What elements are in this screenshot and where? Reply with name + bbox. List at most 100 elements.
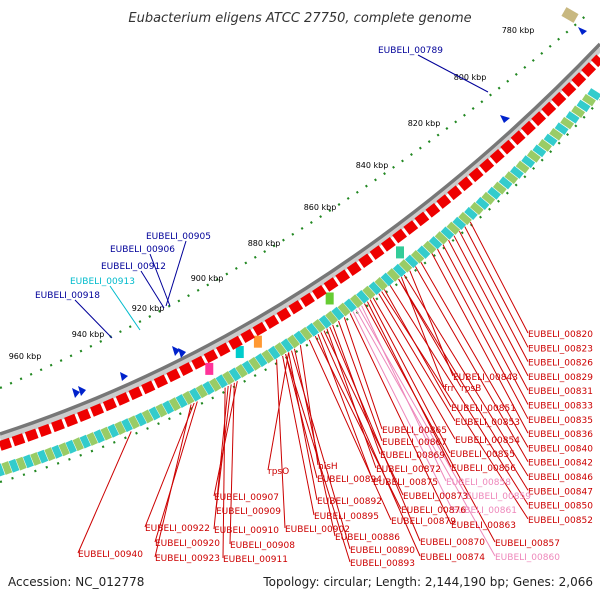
tick-label: 880 kbp xyxy=(248,239,281,248)
gene-label[interactable]: EUBELI_00890 xyxy=(350,546,415,556)
gene-label[interactable]: EUBELI_00856 xyxy=(451,464,516,474)
gene-label-line xyxy=(378,293,456,422)
gene-label-line xyxy=(448,239,529,391)
gene-label[interactable]: EUBELI_00850 xyxy=(528,502,593,512)
gene-label[interactable]: EUBELI_00905 xyxy=(146,232,211,242)
gene-label[interactable]: EUBELI_00789 xyxy=(378,46,443,56)
gene-label[interactable]: EUBELI_00847 xyxy=(528,487,593,497)
gene-label[interactable]: EUBELI_00861 xyxy=(452,506,517,516)
gene-label[interactable]: EUBELI_00836 xyxy=(528,430,593,440)
gene-label[interactable]: EUBELI_00820 xyxy=(528,330,593,340)
gene-label-line xyxy=(326,328,377,469)
gene-label[interactable]: EUBELI_00874 xyxy=(420,553,485,563)
cog-block xyxy=(532,144,547,158)
gene-label[interactable]: rpsO xyxy=(268,467,289,477)
gene-label[interactable]: EUBELI_00873 xyxy=(403,492,468,502)
gene-label[interactable]: EUBELI_00902 xyxy=(285,525,350,535)
gene-label[interactable]: EUBELI_00895 xyxy=(314,512,379,522)
gene-label[interactable]: EUBELI_00909 xyxy=(216,507,281,517)
cog-block xyxy=(422,240,437,255)
gene-label[interactable]: EUBELI_00858 xyxy=(446,478,511,488)
gene-label[interactable]: EUBELI_00869 xyxy=(380,451,445,461)
cog-block xyxy=(121,418,133,433)
gene-label[interactable]: hisH xyxy=(318,462,338,472)
gene-label[interactable]: EUBELI_00833 xyxy=(528,402,593,412)
gene-label[interactable]: rpsB xyxy=(461,384,481,394)
gene-label[interactable]: EUBELI_00913 xyxy=(70,277,135,287)
cog-block xyxy=(362,285,376,300)
gene-label[interactable]: EUBELI_00910 xyxy=(214,526,279,536)
gene-label-line xyxy=(372,297,456,440)
cog-block xyxy=(446,221,461,235)
cog-block xyxy=(428,236,443,250)
gene-label-line xyxy=(420,261,529,448)
gene-label[interactable]: EUBELI_00893 xyxy=(350,559,415,569)
gene-label[interactable]: EUBELI_00851 xyxy=(451,404,516,414)
gene-label[interactable]: EUBELI_00876 xyxy=(401,506,466,516)
cog-block xyxy=(114,421,126,435)
reverse-arrow xyxy=(578,27,587,35)
cog-block xyxy=(487,186,501,200)
cog-block xyxy=(398,259,413,273)
gene-label[interactable]: EUBELI_00922 xyxy=(145,524,210,534)
cog-block xyxy=(325,310,339,325)
gene-label[interactable]: EUBELI_00840 xyxy=(528,444,593,454)
gene-label-line xyxy=(276,359,286,529)
gene-label[interactable]: EUBELI_00906 xyxy=(110,245,175,255)
gene-label[interactable]: EUBELI_00842 xyxy=(528,459,593,469)
gene-label[interactable]: EUBELI_00918 xyxy=(35,291,100,301)
cog-block xyxy=(492,181,507,195)
gene-label[interactable]: EUBELI_00843 xyxy=(453,373,518,383)
tick-label: 940 kbp xyxy=(72,330,105,339)
outer-cog-track xyxy=(205,246,404,375)
cog-block xyxy=(175,394,188,408)
gene-label[interactable]: EUBELI_00831 xyxy=(528,387,593,397)
gene-label[interactable]: EUBELI_00923 xyxy=(155,554,220,564)
gene-label[interactable]: EUBELI_00879 xyxy=(391,517,456,527)
cog-block xyxy=(504,171,519,185)
gene-label[interactable]: EUBELI_00907 xyxy=(214,493,279,503)
cog-block xyxy=(368,281,382,296)
gene-label[interactable]: EUBELI_00826 xyxy=(528,359,593,369)
accession-text: Accession: NC_012778 xyxy=(8,575,144,589)
cog-block xyxy=(299,326,313,341)
gene-label[interactable]: EUBELI_00852 xyxy=(528,516,593,526)
cog-block xyxy=(107,423,120,438)
gene-label[interactable]: EUBELI_00846 xyxy=(528,473,593,483)
gene-label[interactable]: EUBELI_00823 xyxy=(528,344,593,354)
cog-block xyxy=(1,461,13,475)
gene-label-line xyxy=(431,253,529,434)
gene-label[interactable]: EUBELI_00912 xyxy=(101,262,166,272)
gene-label[interactable]: EUBELI_00863 xyxy=(451,521,516,531)
gene-label-line xyxy=(417,54,489,93)
gene-label[interactable]: EUBELI_00940 xyxy=(78,550,143,560)
tick-label: 800 kbp xyxy=(454,73,487,82)
gene-label[interactable]: EUBELI_00908 xyxy=(230,541,295,551)
gene-label[interactable]: EUBELI_00854 xyxy=(455,436,520,446)
gene-label[interactable]: frr xyxy=(444,384,455,394)
gene-label[interactable]: EUBELI_00886 xyxy=(335,533,400,543)
gene-label[interactable]: EUBELI_00870 xyxy=(420,538,485,548)
gene-label[interactable]: EUBELI_00860 xyxy=(495,553,560,563)
gene-label[interactable]: EUBELI_00894 xyxy=(317,475,382,485)
gene-label[interactable]: EUBELI_00892 xyxy=(317,497,382,507)
gene-label-line xyxy=(381,291,529,520)
gene-label-line xyxy=(288,352,318,501)
gene-label[interactable]: EUBELI_00867 xyxy=(382,438,447,448)
gene-label[interactable]: EUBELI_00835 xyxy=(528,416,593,426)
gene-label[interactable]: EUBELI_00859 xyxy=(466,492,531,502)
gene-label[interactable]: EUBELI_00855 xyxy=(450,450,515,460)
cog-block xyxy=(386,268,401,282)
gene-label[interactable]: EUBELI_00872 xyxy=(376,465,441,475)
gene-label[interactable]: EUBELI_00865 xyxy=(382,426,447,436)
gene-label[interactable]: EUBELI_00853 xyxy=(455,418,520,428)
gene-label-line xyxy=(285,353,351,563)
gene-label-line xyxy=(140,270,165,309)
gene-label[interactable]: EUBELI_00857 xyxy=(495,539,560,549)
gene-label[interactable]: EUBELI_00920 xyxy=(155,539,220,549)
gene-label[interactable]: EUBELI_00829 xyxy=(528,373,593,383)
gene-label[interactable]: EUBELI_00875 xyxy=(373,478,438,488)
cog-block xyxy=(253,335,262,348)
cog-block xyxy=(325,292,334,305)
gene-label[interactable]: EUBELI_00911 xyxy=(223,555,288,565)
